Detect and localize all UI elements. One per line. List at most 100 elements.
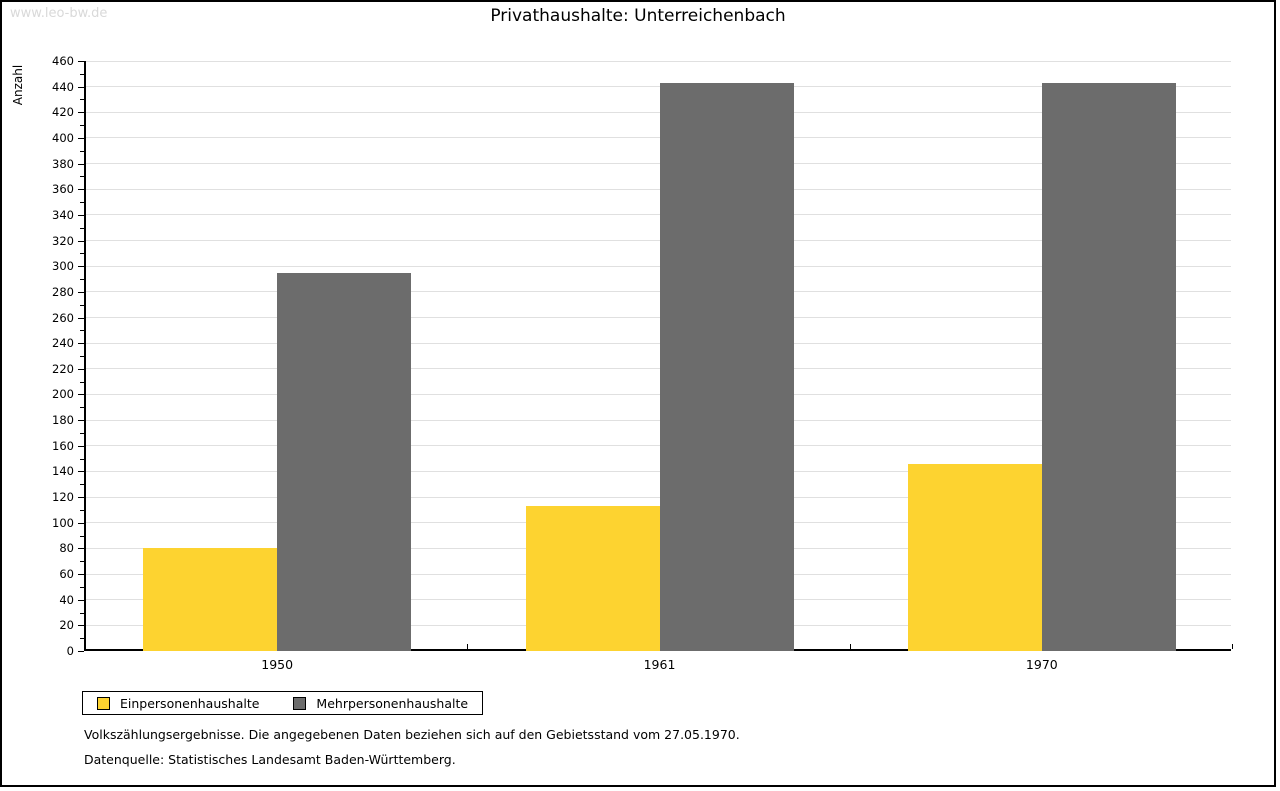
y-axis-minor-tick (80, 458, 84, 460)
gridline (86, 188, 1231, 190)
y-axis-minor-tick (80, 612, 84, 614)
y-axis-title: Anzahl (11, 64, 25, 106)
y-axis-minor-tick (80, 535, 84, 537)
y-axis-minor-tick (80, 304, 84, 306)
y-axis-tick-label: 100 (52, 515, 74, 530)
y-axis-tick (78, 445, 84, 447)
y-axis-tick-label: 260 (52, 310, 74, 325)
y-axis-tick-label: 460 (52, 54, 74, 68)
y-axis-minor-tick (80, 586, 84, 588)
x-axis-label-1970: 1970 (1025, 657, 1058, 672)
y-axis-minor-tick (80, 125, 84, 127)
x-axis-tick (849, 644, 851, 649)
y-axis-tick-label: 360 (52, 182, 74, 197)
gridline (86, 111, 1231, 113)
y-axis-tick-label: 40 (59, 592, 74, 607)
y-axis-tick (78, 61, 84, 62)
y-axis-tick (78, 368, 84, 370)
bar-einpersonenhaushalte-1950 (143, 548, 278, 651)
y-axis-minor-tick (80, 202, 84, 204)
gridline (86, 496, 1231, 498)
y-axis-tick-label: 280 (52, 284, 74, 299)
x-axis-label-1961: 1961 (643, 657, 676, 672)
y-axis-tick (78, 522, 84, 524)
y-axis-minor-tick (80, 509, 84, 511)
chart-title: Privathaushalte: Unterreichenbach (490, 6, 786, 26)
y-axis-tick-label: 440 (52, 79, 74, 94)
x-axis-label-1950: 1950 (261, 657, 294, 672)
y-axis-minor-tick (80, 176, 84, 178)
gridline (86, 137, 1231, 139)
gridline (86, 419, 1231, 421)
watermark-leo-bw: www.leo-bw.de (10, 6, 108, 21)
gridline (86, 368, 1231, 370)
y-axis-tick-label: 80 (59, 541, 74, 556)
bar-mehrpersonenhaushalte-1970 (1041, 82, 1176, 651)
y-axis-tick-label: 420 (52, 105, 74, 120)
y-axis-tick-label: 20 (59, 618, 74, 633)
x-axis-tick (467, 644, 469, 649)
gridline (86, 86, 1231, 88)
y-axis-minor-tick (80, 407, 84, 409)
footnote-census: Volkszählungsergebnisse. Die angegebenen… (84, 727, 740, 742)
y-axis-tick-label: 380 (52, 156, 74, 171)
y-axis-tick-label: 220 (52, 361, 74, 376)
y-axis-tick (78, 137, 84, 139)
y-axis-tick (78, 317, 84, 319)
legend-item-einpersonenhaushalte: Einpersonenhaushalte (97, 696, 259, 711)
y-axis-tick (78, 625, 84, 627)
x-axis-tick (1232, 644, 1233, 649)
y-axis-tick (78, 291, 84, 293)
y-axis-minor-tick (80, 381, 84, 383)
y-axis-minor-tick (80, 432, 84, 434)
y-axis-tick (78, 240, 84, 242)
y-axis-tick (78, 574, 84, 576)
y-axis-tick (78, 112, 84, 114)
gridline (86, 240, 1231, 242)
legend-label: Mehrpersonenhaushalte (316, 695, 469, 711)
plot-area: 0 20 40 60 80 100 120 140 160 180 200 220 240 260 280 3… (52, 54, 1233, 672)
bar-mehrpersonenhaushalte-1961 (659, 82, 794, 651)
y-axis-tick-label: 300 (52, 259, 74, 274)
gridline (86, 470, 1231, 472)
gridline (86, 291, 1231, 293)
gridline (86, 342, 1231, 344)
gridline (86, 445, 1231, 447)
y-axis-tick-label: 160 (52, 438, 74, 453)
y-axis-tick (78, 548, 84, 550)
y-axis-tick-label: 320 (52, 233, 74, 248)
y-axis-tick (78, 86, 84, 88)
gridline (86, 214, 1231, 216)
y-axis-tick (78, 163, 84, 165)
y-axis-tick-label: 240 (52, 336, 74, 351)
y-axis-tick-label: 120 (52, 490, 74, 505)
y-axis-minor-tick (80, 356, 84, 357)
bar-einpersonenhaushalte-1961 (525, 506, 660, 651)
y-axis-tick-label: 180 (52, 413, 74, 428)
y-axis-minor-tick (80, 330, 84, 332)
y-axis-tick-label: 0 (66, 644, 74, 658)
gridline (86, 317, 1231, 319)
y-axis-tick (78, 394, 84, 396)
legend: Einpersonenhaushalte Mehrpersonenhaushal… (82, 691, 484, 715)
y-axis-tick (78, 471, 84, 473)
y-axis-minor-tick (80, 484, 84, 486)
footnote-source: Datenquelle: Statistisches Landesamt Bad… (84, 752, 456, 767)
legend-item-mehrpersonenhaushalte: Mehrpersonenhaushalte (293, 696, 468, 711)
y-axis-minor-tick (80, 99, 84, 101)
y-axis-tick (78, 343, 84, 345)
y-axis-tick-label: 200 (52, 387, 74, 402)
y-axis-minor-tick (80, 279, 84, 281)
legend-label: Einpersonenhaushalte (120, 695, 260, 711)
y-axis-tick (78, 497, 84, 499)
y-axis-tick (78, 599, 84, 601)
gridline (86, 393, 1231, 395)
legend-swatch-gray (293, 696, 307, 710)
y-axis-tick-label: 400 (52, 130, 74, 145)
y-axis-minor-tick (80, 150, 84, 152)
legend-swatch-yellow (97, 696, 110, 710)
y-axis-minor-tick (80, 638, 84, 640)
bar-mehrpersonenhaushalte-1950 (277, 272, 412, 651)
y-axis-minor-tick (80, 253, 84, 255)
y-axis-minor-tick (80, 73, 84, 75)
